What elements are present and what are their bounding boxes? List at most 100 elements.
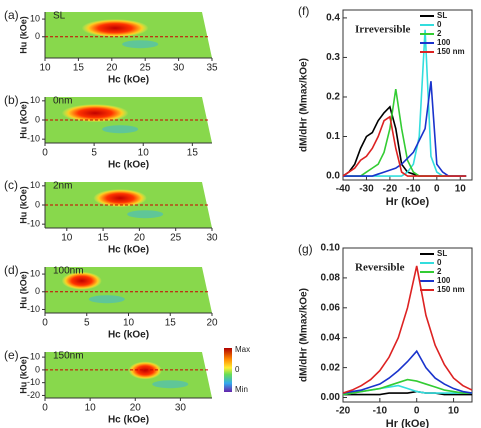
series-line [342,349,473,394]
forc-low [122,40,159,49]
x-tick-label: 20 [106,63,118,74]
panel-label: (d) [4,263,19,277]
y-axis-label: Hu (kOe) [18,356,28,394]
x-axis-label: Hc (kOe) [108,330,149,341]
x-tick-label: 0 [414,406,420,417]
y-tick-label: 0 [35,199,40,209]
series-line [343,81,467,177]
x-axis-label: Hc (kOe) [108,415,149,426]
x-axis-label: Hc (kOe) [108,75,149,86]
x-tick-label: 30 [173,63,185,74]
plot-frame [342,247,473,403]
panel-label: (f) [298,4,309,18]
x-tick-label: 30 [206,233,218,244]
y-axis-label: Hu (kOe) [18,271,28,309]
y-tick-label: 0 [35,364,40,374]
y-axis-label: Hu (kOe) [18,186,28,224]
forc-peak [81,19,149,38]
x-tick-label: 10 [61,233,73,244]
x-tick-label: 0 [434,184,440,195]
y-axis-label: dM/dHr (Mmax/kOe) [299,288,310,382]
forc-low [102,125,139,134]
x-tick-label: 20 [206,318,218,329]
colorbar-label: 0 [235,365,240,374]
x-tick-label: -20 [336,406,351,417]
x-tick-label: 10 [85,403,97,414]
x-tick-label: 0 [42,148,48,159]
forc-peak [93,189,147,208]
x-tick-label: 10 [123,318,135,329]
panel-label: (c) [4,178,18,192]
x-axis-label: Hc (kOe) [108,160,149,171]
forc-peak [128,361,162,380]
x-tick-label: 20 [134,233,146,244]
y-tick-label: 0.00 [321,392,341,403]
sample-label: 0nm [53,96,72,107]
y-tick-label: 0.10 [321,243,341,254]
y-tick-label: -10 [27,134,40,144]
y-axis-label: dM/dHr (Mmax/kOe) [299,58,310,152]
sample-label: 100nm [53,266,84,277]
series-line [342,265,473,394]
x-tick-label: 0 [42,403,48,414]
y-tick-label: 10 [30,13,40,23]
panel-label: (e) [4,348,19,362]
legend-label: 0 [437,20,442,29]
x-tick-label: 20 [130,403,142,414]
series-line [343,88,467,177]
x-axis-label: Hr (kOe) [386,418,430,428]
sample-label: SL [53,11,66,22]
y-tick-label: 0.04 [321,332,341,343]
forc-low [88,295,125,304]
x-tick-label: 5 [84,318,90,329]
x-tick-label: 25 [170,233,182,244]
x-axis-label: Hr (kOe) [386,196,430,208]
y-tick-label: -10 [27,304,40,314]
y-tick-label: 0.1 [326,131,340,142]
panel-label: (b) [4,93,19,107]
y-tick-label: 0.2 [326,92,340,103]
x-tick-label: 15 [73,63,85,74]
legend-label: 100 [437,38,451,47]
legend-label: 2 [437,267,442,276]
y-tick-label: 0 [35,31,40,41]
x-tick-label: 25 [140,63,152,74]
y-tick-label: 0 [35,286,40,296]
x-axis-label: Hc (kOe) [108,245,149,256]
legend-label: 2 [437,29,442,38]
x-tick-label: 5 [91,148,97,159]
y-tick-label: 0.0 [326,171,340,182]
x-tick-label: -40 [336,184,351,195]
x-tick-label: 10 [448,406,460,417]
series-line [343,390,472,396]
panel-label: (g) [298,242,313,256]
y-tick-label: 10 [30,95,40,105]
x-tick-label: -20 [383,184,398,195]
chart-title: Irreversible [355,24,411,36]
y-tick-label: 0.4 [326,13,340,24]
legend-label: 150 nm [437,47,465,56]
chart-title: Reversible [355,262,405,274]
forc-low [152,380,189,389]
forc-peak [61,104,129,123]
colorbar-label: Min [235,385,248,394]
sample-label: 150nm [53,351,84,362]
plot-frame [342,9,473,181]
x-tick-label: 15 [98,233,110,244]
y-tick-label: -20 [27,390,40,400]
y-axis-label: Hu (kOe) [18,16,28,54]
x-tick-label: 30 [175,403,187,414]
legend-label: SL [437,249,447,258]
y-axis-label: Hu (kOe) [18,101,28,139]
y-tick-label: -10 [27,377,40,387]
x-tick-label: 15 [165,318,177,329]
y-tick-label: 10 [30,268,40,278]
sample-label: 2nm [53,181,72,192]
forc-low [127,210,164,219]
y-tick-label: 0.3 [326,52,340,63]
x-tick-label: -10 [406,184,421,195]
x-tick-label: 10 [39,63,51,74]
legend-label: 0 [437,258,442,267]
y-tick-label: -10 [27,219,40,229]
x-tick-label: 15 [187,148,199,159]
